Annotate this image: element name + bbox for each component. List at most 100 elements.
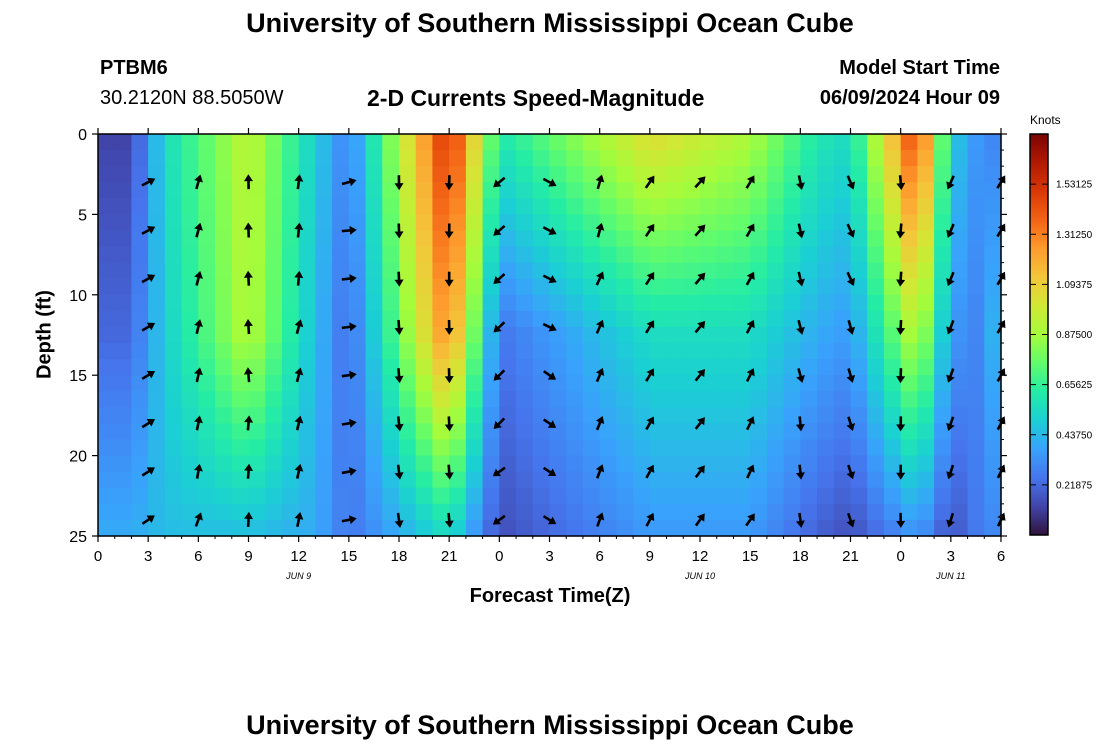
heatmap-cell: [465, 278, 484, 296]
heatmap-cell: [984, 375, 1002, 392]
heatmap-cell: [265, 294, 283, 312]
heatmap-cell: [482, 359, 500, 376]
heatmap-cell: [449, 230, 467, 248]
current-vector-arrow: [341, 177, 357, 187]
heatmap-cell: [399, 278, 417, 296]
heatmap-cell: [967, 471, 985, 489]
heatmap-cell: [114, 439, 133, 457]
heatmap-cell: [332, 134, 350, 151]
x-tick-label: 12: [692, 548, 709, 565]
date-label: JUN 10: [684, 571, 715, 581]
current-vector-arrow: [243, 367, 253, 383]
heatmap-cell: [231, 246, 250, 264]
heatmap-cell: [215, 278, 233, 296]
heatmap-cell: [382, 503, 400, 521]
heatmap-cell: [733, 262, 751, 280]
heatmap-cell: [950, 182, 969, 199]
heatmap-cell: [148, 198, 166, 215]
heatmap-cell: [198, 503, 216, 521]
heatmap-cell: [248, 150, 266, 167]
heatmap-cell: [465, 487, 484, 505]
heatmap-cell: [833, 455, 852, 473]
heatmap-cell: [967, 246, 985, 264]
heatmap-cell: [298, 230, 316, 248]
heatmap-cell: [984, 166, 1002, 183]
current-vector-arrow: [394, 416, 404, 432]
heatmap-cell: [716, 134, 735, 151]
heatmap-cell: [181, 326, 199, 344]
current-vector-arrow: [644, 320, 655, 334]
heatmap-cell: [198, 230, 216, 248]
heatmap-cell: [231, 391, 250, 408]
current-vector-arrow: [946, 271, 955, 287]
heatmap-cell: [265, 214, 283, 232]
heatmap-cell: [900, 487, 918, 505]
heatmap-cell: [850, 150, 868, 167]
heatmap-cell: [582, 150, 601, 167]
heatmap-cell: [98, 246, 116, 264]
heatmap-cell: [950, 455, 969, 473]
heatmap-cell: [98, 439, 116, 457]
heatmap-cell: [733, 326, 751, 344]
heatmap-cell: [766, 343, 785, 360]
heatmap-cell: [332, 214, 350, 232]
heatmap-cell: [616, 310, 634, 328]
heatmap-cell: [817, 198, 835, 215]
heatmap-cell: [365, 375, 383, 392]
heatmap-cell: [683, 214, 701, 232]
heatmap-cell: [549, 214, 567, 232]
y-tick-label: 10: [69, 288, 87, 305]
heatmap-cell: [532, 166, 551, 183]
heatmap-cell: [900, 471, 918, 489]
heatmap-cell: [566, 134, 584, 151]
heatmap-cell: [666, 214, 684, 232]
heatmap-cell: [666, 230, 684, 248]
heatmap-cell: [98, 278, 116, 296]
current-vector-arrow: [194, 270, 203, 286]
heatmap-cell: [516, 246, 534, 264]
heatmap-cell: [833, 278, 852, 296]
heatmap-cell: [432, 246, 450, 264]
heatmap-cell: [683, 343, 701, 360]
x-tick-label: 15: [742, 548, 759, 565]
heatmap-cell: [599, 182, 617, 199]
current-vector-arrow: [141, 274, 156, 284]
heatmap-cell: [499, 278, 517, 296]
x-tick-label: 9: [646, 548, 654, 565]
heatmap-cell: [181, 391, 199, 408]
heatmap-cell: [348, 150, 367, 167]
heatmap-cell: [766, 246, 785, 264]
heatmap-cell: [248, 262, 266, 280]
heatmap-cell: [399, 262, 417, 280]
heatmap-cell: [315, 471, 333, 489]
heatmap-cell: [750, 262, 768, 280]
heatmap-cell: [215, 471, 233, 489]
heatmap-cell: [499, 198, 517, 215]
current-vector-arrow: [946, 464, 955, 480]
heatmap-cell: [716, 439, 735, 457]
current-vector-arrow: [846, 512, 856, 528]
heatmap-cell: [599, 343, 617, 360]
heatmap-cell: [298, 262, 316, 280]
heatmap-cell: [281, 294, 300, 312]
heatmap-cell: [382, 487, 400, 505]
heatmap-cell: [833, 439, 852, 457]
heatmap-cell: [382, 471, 400, 489]
heatmap-cell: [181, 198, 199, 215]
heatmap-cell: [716, 230, 735, 248]
heatmap-cell: [348, 294, 367, 312]
current-vector-arrow: [194, 415, 203, 431]
current-vector-arrow: [294, 174, 304, 190]
heatmap-cell: [783, 166, 801, 183]
heatmap-cell: [616, 230, 634, 248]
heatmap-cell: [766, 198, 785, 215]
heatmap-cell: [281, 455, 300, 473]
heatmap-cell: [817, 214, 835, 232]
heatmap-cell: [164, 423, 183, 441]
heatmap-cell: [716, 214, 735, 232]
heatmap-cell: [666, 166, 684, 183]
heatmap-cell: [700, 487, 718, 505]
heatmap-cell: [566, 214, 584, 232]
heatmap-cell: [231, 134, 250, 151]
heatmap-cell: [465, 391, 484, 408]
